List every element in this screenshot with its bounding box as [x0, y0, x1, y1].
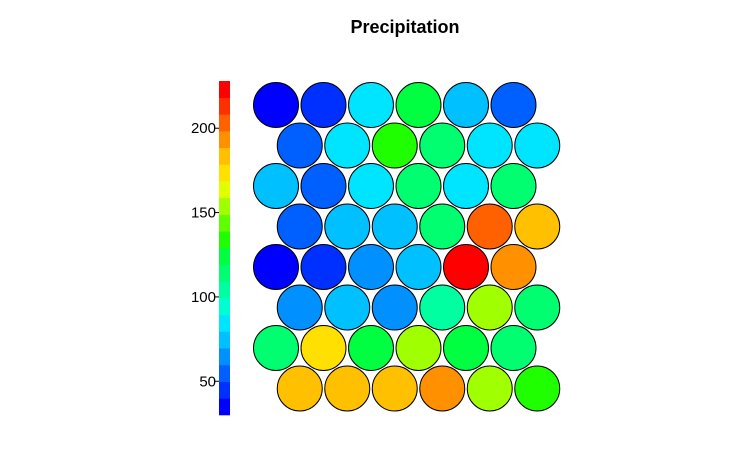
colorbar-segment — [219, 147, 230, 165]
som-cell — [276, 203, 323, 250]
som-cell — [466, 122, 513, 169]
som-cell — [253, 163, 299, 209]
som-cell — [466, 284, 513, 331]
colorbar-segment — [219, 364, 230, 382]
chart-title: Precipitation — [350, 17, 459, 37]
som-cell — [276, 284, 323, 331]
colorbar-segment — [219, 114, 230, 132]
colorbar-tick-label: 200 — [191, 120, 216, 137]
som-cell — [371, 122, 418, 169]
som-cell — [395, 82, 442, 128]
colorbar-segment — [219, 231, 230, 249]
som-cell — [490, 82, 537, 128]
som-cell-grid — [253, 82, 561, 412]
som-cell — [348, 82, 394, 128]
colorbar-tick-label: 150 — [191, 205, 216, 222]
som-cell — [253, 325, 299, 371]
som-cell — [466, 365, 513, 412]
som-cell — [324, 365, 371, 412]
colorbar-segment — [219, 264, 230, 282]
som-cell — [443, 325, 489, 371]
som-cell — [300, 163, 347, 209]
som-cell — [371, 284, 418, 331]
som-cell — [300, 82, 347, 128]
som-cell — [443, 244, 489, 290]
colorbar-segment — [219, 131, 230, 149]
colorbar-segment — [219, 81, 230, 98]
som-cell — [443, 82, 489, 128]
colorbar-segment — [219, 348, 230, 366]
som-cell — [490, 244, 537, 290]
som-cell — [514, 203, 561, 250]
som-cell — [490, 325, 537, 371]
som-cell — [419, 365, 466, 412]
colorbar-segment — [219, 197, 230, 215]
som-cell — [514, 284, 561, 331]
som-cell — [371, 203, 418, 250]
som-cell — [253, 82, 299, 128]
som-cell — [514, 122, 561, 169]
som-cell — [395, 244, 442, 290]
som-cell — [514, 365, 561, 412]
colorbar-segment — [219, 97, 230, 115]
som-cell — [419, 122, 466, 169]
colorbar-segment — [219, 331, 230, 349]
som-cell — [348, 163, 394, 209]
som-cell — [324, 122, 371, 169]
colorbar-segment — [219, 314, 230, 332]
som-cell — [300, 244, 347, 290]
colorbar-tick-label: 50 — [199, 373, 216, 390]
som-cell — [348, 325, 394, 371]
som-cell — [276, 122, 323, 169]
som-cell — [419, 284, 466, 331]
som-cell — [300, 325, 347, 371]
som-cell — [466, 203, 513, 250]
colorbar-segment — [219, 398, 230, 416]
som-cell — [490, 163, 537, 209]
colorbar: 50 100 150 200 — [191, 81, 230, 416]
som-cell — [371, 365, 418, 412]
colorbar-segment — [219, 298, 230, 316]
som-cell — [348, 244, 394, 290]
som-cell — [324, 203, 371, 250]
colorbar-segment — [219, 181, 230, 199]
colorbar-segment — [219, 281, 230, 299]
som-cell — [443, 163, 489, 209]
som-cell — [395, 325, 442, 371]
som-cell — [395, 163, 442, 209]
som-cell — [324, 284, 371, 331]
colorbar-tick-label: 100 — [191, 289, 216, 306]
colorbar-segment — [219, 381, 230, 399]
som-cell — [276, 365, 323, 412]
colorbar-segment — [219, 214, 230, 232]
som-cell — [419, 203, 466, 250]
colorbar-segment — [219, 164, 230, 182]
colorbar-segment — [219, 248, 230, 265]
som-cell — [253, 244, 299, 290]
